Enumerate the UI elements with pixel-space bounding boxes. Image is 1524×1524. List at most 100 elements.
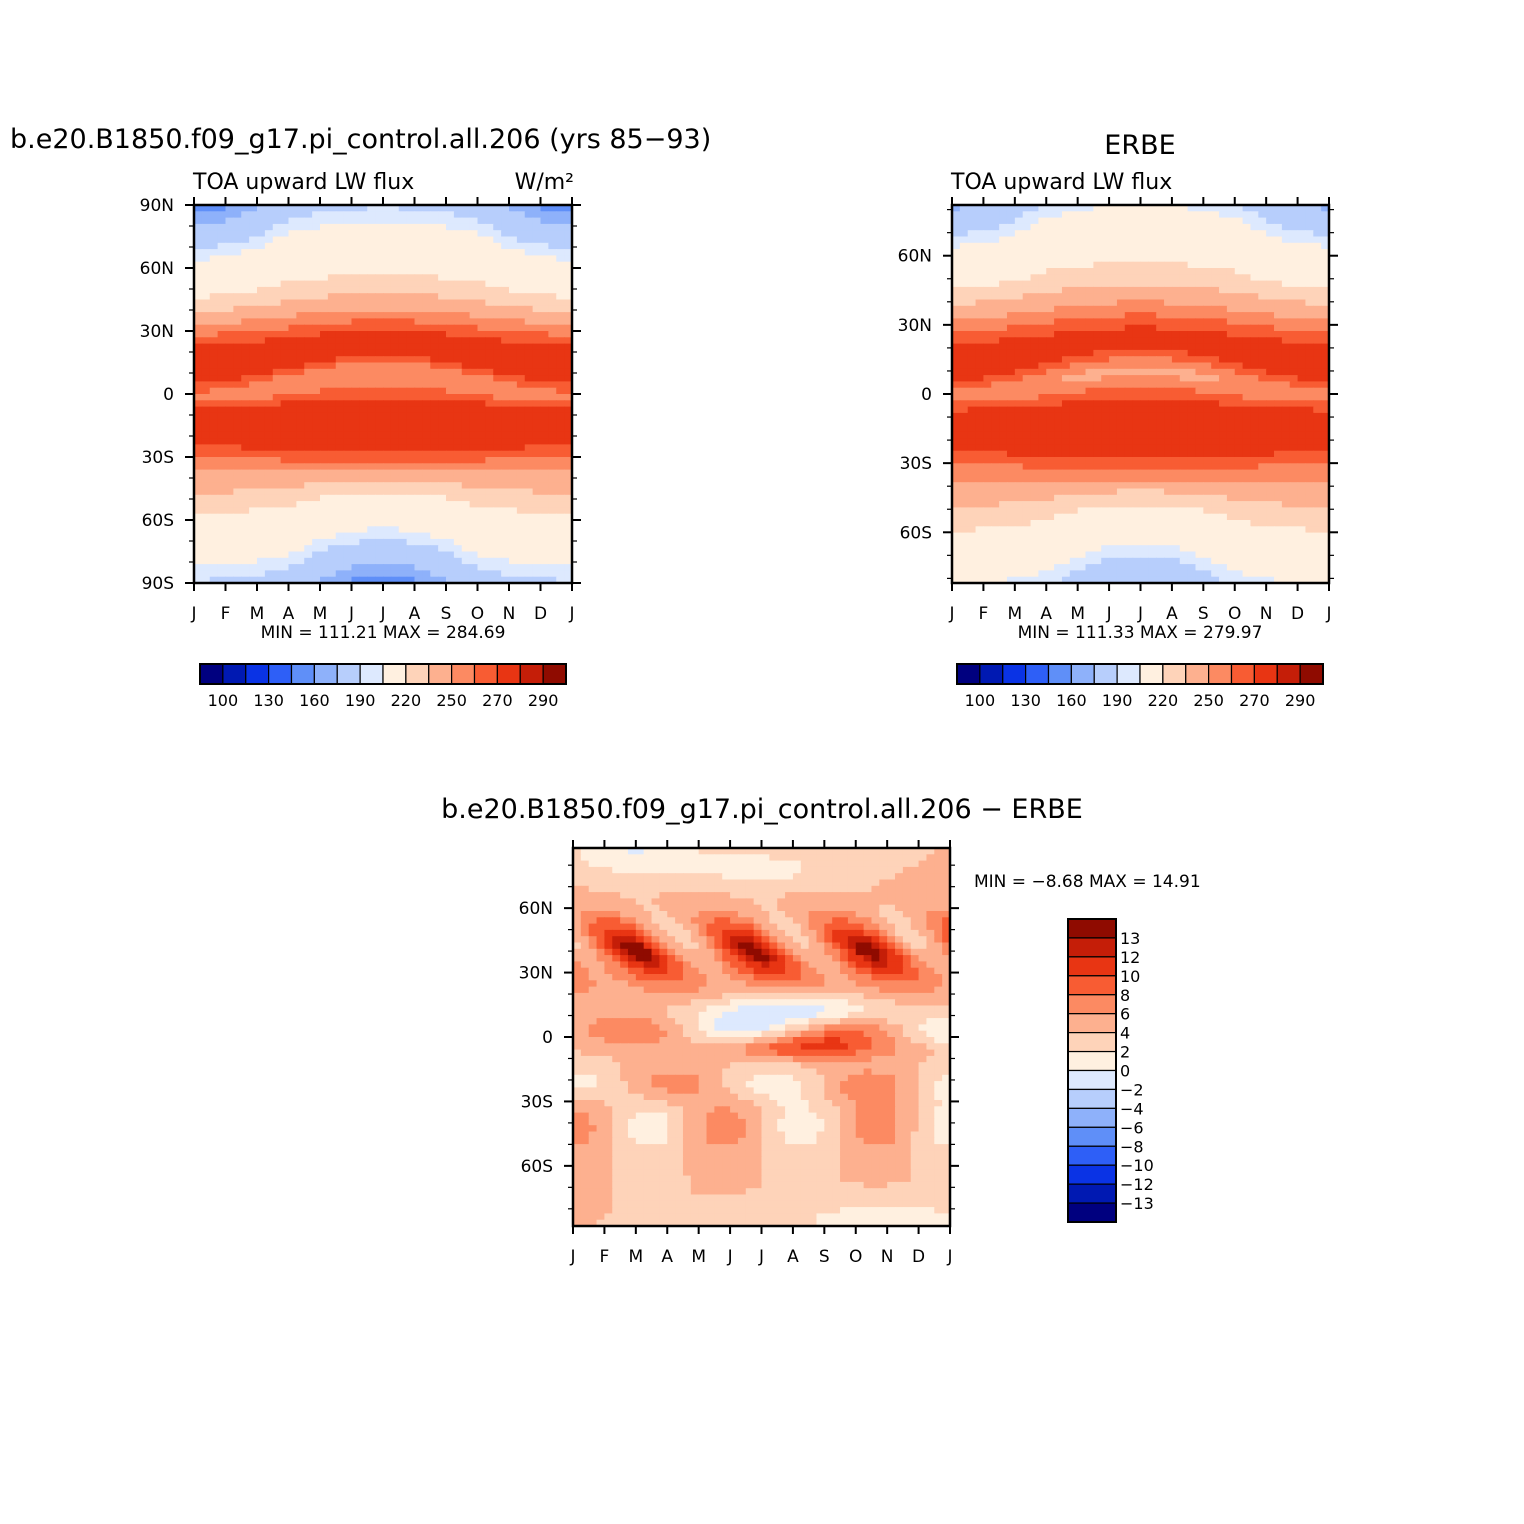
model-cell xyxy=(375,387,384,395)
model-cell xyxy=(414,488,423,496)
obs-cell xyxy=(991,261,1000,269)
obs-cell xyxy=(975,349,985,357)
obs-cell xyxy=(999,349,1008,357)
model-cell xyxy=(257,242,266,250)
model-cell xyxy=(225,286,234,294)
obs-cell xyxy=(967,362,977,370)
model-cell xyxy=(564,205,573,212)
obs-cell xyxy=(1179,400,1189,408)
obs-cell xyxy=(1069,349,1079,357)
model-cell xyxy=(438,488,447,496)
obs-cell xyxy=(1132,412,1142,420)
obs-cell xyxy=(1132,463,1142,471)
model-cell xyxy=(509,564,518,571)
obs-cell xyxy=(1140,211,1149,219)
model-cell xyxy=(201,419,211,427)
model-cell xyxy=(540,444,549,452)
obs-cell xyxy=(991,217,1000,225)
model-cell xyxy=(359,494,368,502)
model-cell xyxy=(280,230,290,238)
model-cell xyxy=(225,394,234,401)
model-cell xyxy=(516,463,526,471)
obs-cell xyxy=(1289,400,1299,408)
obs-cell xyxy=(1203,457,1212,464)
model-cell xyxy=(209,274,219,282)
model-cell xyxy=(540,419,549,427)
obs-cell xyxy=(1109,268,1118,275)
model-cell xyxy=(351,444,360,452)
model-cell xyxy=(383,375,392,382)
model-cell xyxy=(194,482,203,490)
obs-cell xyxy=(1203,362,1212,370)
model-cell xyxy=(375,324,384,332)
obs-cell xyxy=(1030,381,1039,389)
model-cell xyxy=(296,532,305,540)
model-cell xyxy=(516,419,526,427)
model-cell xyxy=(343,368,353,376)
model-cell xyxy=(312,368,321,376)
model-cell xyxy=(304,236,313,244)
model-cell xyxy=(225,425,234,433)
model-cell xyxy=(241,337,250,345)
model-cell xyxy=(327,305,337,313)
obs-cell xyxy=(1321,356,1330,364)
obs-cell xyxy=(1085,362,1094,370)
obs-cell xyxy=(1179,255,1189,263)
model-cell xyxy=(272,520,282,527)
model-cell xyxy=(288,507,297,515)
model-cell xyxy=(485,268,494,275)
model-cell xyxy=(390,557,400,565)
obs-cell xyxy=(1321,362,1330,370)
model-cell xyxy=(327,349,337,357)
model-cell xyxy=(312,205,321,212)
obs-cell xyxy=(1242,324,1252,332)
model-cell xyxy=(383,438,392,445)
colorbar-swatch xyxy=(382,663,407,685)
obs-cell xyxy=(1093,312,1102,319)
obs-cell xyxy=(1069,242,1079,250)
model-cell xyxy=(225,211,234,219)
model-cell xyxy=(343,211,353,219)
model-cell xyxy=(327,242,337,250)
obs-cell xyxy=(1101,331,1110,338)
model-cell xyxy=(225,375,234,382)
model-cell xyxy=(390,469,400,477)
model-cell xyxy=(209,242,219,250)
obs-cell xyxy=(1124,444,1134,452)
obs-cell xyxy=(1054,425,1063,433)
obs-cell xyxy=(967,337,977,345)
model-cell xyxy=(335,538,345,546)
model-cell xyxy=(209,362,219,370)
model-cell xyxy=(375,293,384,301)
obs-cell xyxy=(1211,280,1220,288)
obs-cell xyxy=(1179,312,1189,319)
model-cell xyxy=(422,261,431,269)
model-cell xyxy=(509,520,518,527)
obs-cell xyxy=(1014,305,1024,313)
model-cell xyxy=(359,293,368,301)
model-cell xyxy=(257,406,266,414)
obs-cell xyxy=(967,286,977,294)
model-cell xyxy=(257,463,266,471)
model-cell xyxy=(304,507,313,515)
obs-cell xyxy=(1305,387,1314,395)
model-cell xyxy=(485,538,494,546)
model-cell xyxy=(453,482,463,490)
model-cell xyxy=(217,494,227,502)
model-cell xyxy=(556,217,565,225)
obs-cell xyxy=(1006,381,1016,389)
obs-cell xyxy=(1250,261,1259,269)
obs-cell xyxy=(1297,236,1307,244)
model-cell xyxy=(194,419,203,427)
model-cell xyxy=(438,576,447,584)
model-cell xyxy=(359,538,368,546)
model-cell xyxy=(367,375,376,382)
obs-cell xyxy=(1305,217,1314,225)
obs-cell xyxy=(1195,337,1204,345)
model-cell xyxy=(532,387,542,395)
obs-cell xyxy=(1132,387,1142,395)
obs-cell xyxy=(1203,205,1212,212)
obs-cell xyxy=(1242,249,1252,256)
obs-cell xyxy=(991,205,1000,212)
obs-cell xyxy=(1140,280,1149,288)
